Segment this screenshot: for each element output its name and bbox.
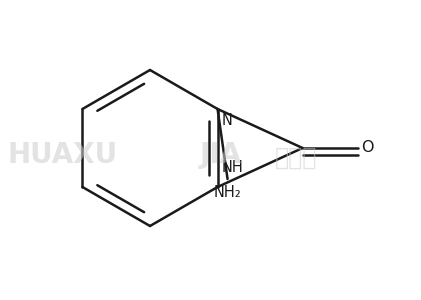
Text: N: N xyxy=(221,113,232,128)
Text: HUAXU: HUAXU xyxy=(8,141,118,169)
Text: NH: NH xyxy=(221,160,243,175)
Text: JIA: JIA xyxy=(200,141,242,169)
Text: 化学加: 化学加 xyxy=(275,146,317,170)
Text: NH₂: NH₂ xyxy=(214,185,241,200)
Text: O: O xyxy=(362,140,374,155)
